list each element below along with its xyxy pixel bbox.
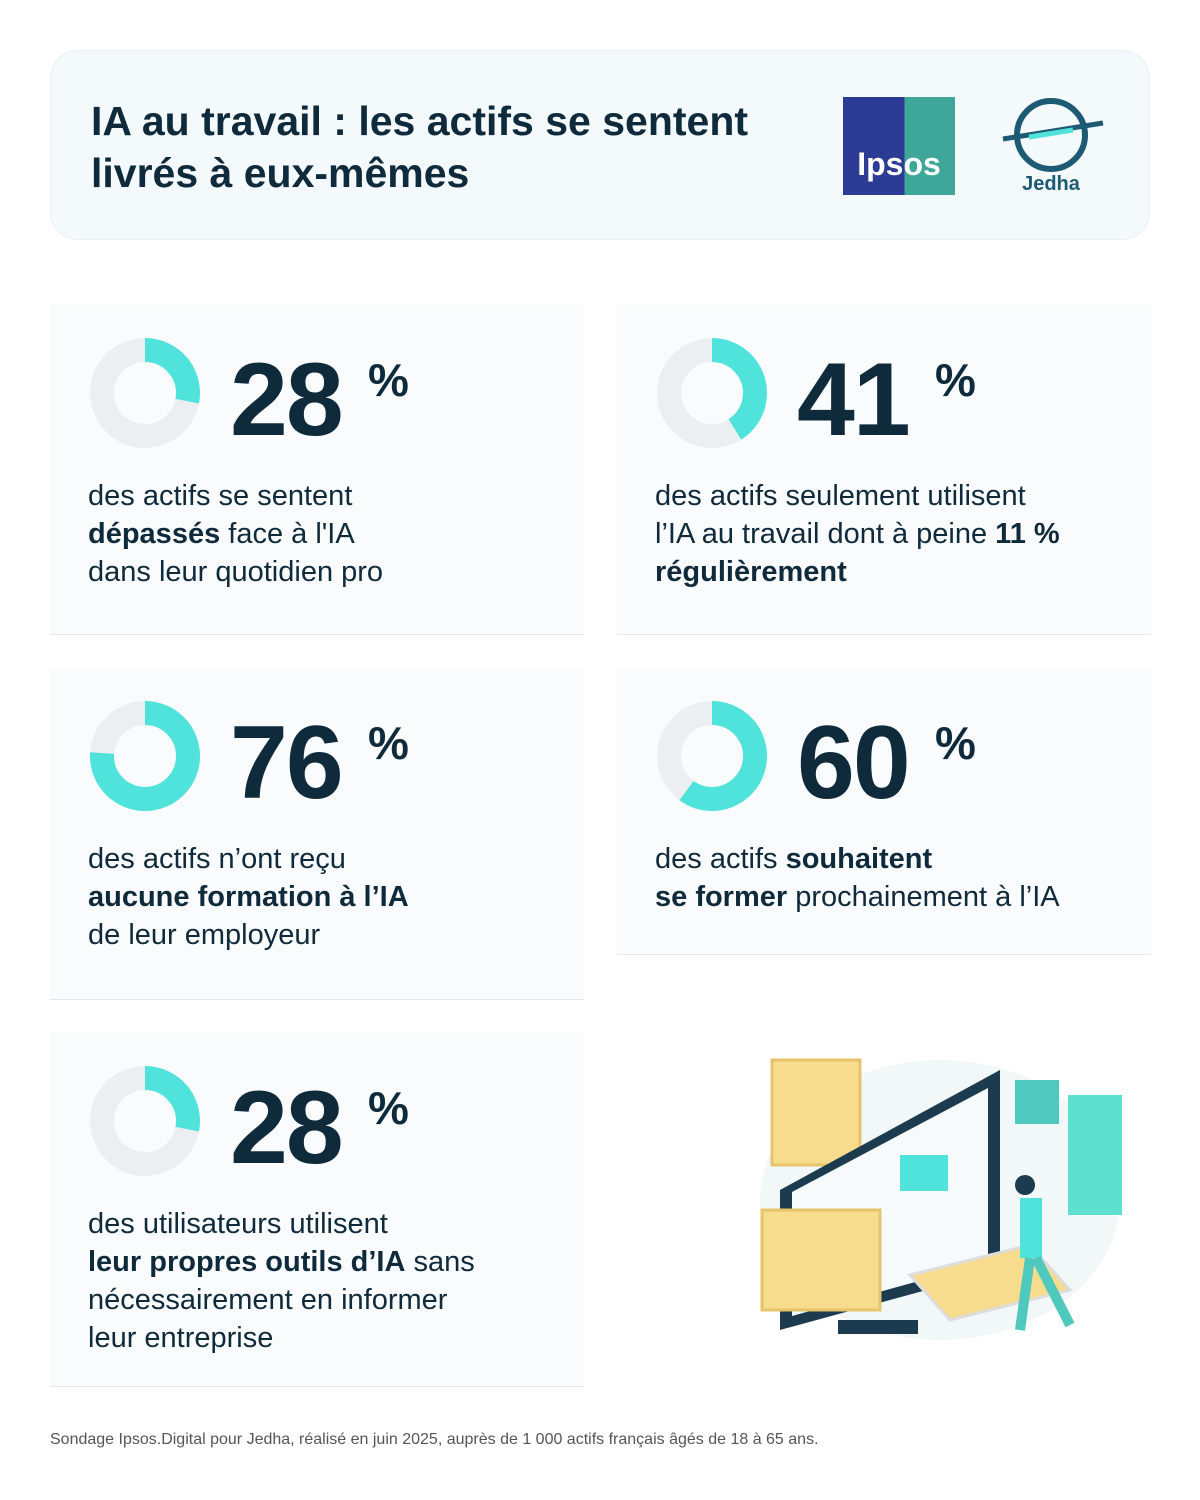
description-line: se former prochainement à l’IA [655,878,1060,916]
stat-value: 28 [230,342,344,458]
donut [90,701,200,811]
donut [90,1066,200,1176]
description-line: des actifs seulement utilisent [655,477,1060,515]
stat-value: 41 [797,342,911,458]
footnote: Sondage Ipsos.Digital pour Jedha, réalis… [50,1431,819,1448]
text: face à l'IA [220,518,355,550]
ipsos-logo: Ipsos [843,97,955,195]
text: leur entreprise [88,1322,274,1354]
text: nécessairement en informer [88,1284,448,1316]
stat-description: des utilisateurs utilisent leur propres o… [88,1205,475,1357]
text: sans [405,1246,475,1278]
donut-arc [90,338,200,448]
stat-description: des actifs souhaitent se former prochaine… [655,840,1060,916]
text: de leur employeur [88,919,321,951]
description-line: des utilisateurs utilisent [88,1205,475,1243]
description-line: régulièrement [655,553,1060,591]
description-line: des actifs souhaitent [655,840,1060,878]
bold-text: 11 % [995,518,1060,550]
jedha-logo: Jedha [1022,173,1080,195]
donut-arc [90,701,200,811]
text: des actifs [655,843,786,875]
stat-description: des actifs seulement utilisent l’IA au tr… [655,477,1060,591]
stat-value: 76 [230,705,344,821]
bold-text: dépassés [88,518,221,550]
description-line: des actifs n’ont reçu [88,840,409,878]
illustration [760,1058,1122,1340]
bold-text: aucune formation à l’IA [88,881,409,913]
donut-arc [90,1066,200,1176]
title: IA au travail : les actifs se sentent li… [91,98,749,196]
description-line: leur entreprise [88,1319,475,1357]
text: des actifs n’ont reçu [88,843,346,875]
donut-arc [657,338,767,448]
text: dans leur quotidien pro [88,556,384,588]
donut-arc [657,701,767,811]
stat-card: 28% des utilisateurs utilisent leur propre… [50,1033,584,1387]
description-line: l’IA au travail dont à peine 11 % [655,515,1060,553]
bold-text: régulièrement [655,556,847,588]
stat-card: 76% des actifs n’ont reçu aucune formation… [50,668,584,1000]
stat-value: 28 [230,1070,344,1186]
text: des utilisateurs utilisent [88,1208,388,1240]
text: prochainement à l’IA [787,881,1060,913]
jedha-icon [1002,98,1104,172]
description-line: dans leur quotidien pro [88,553,383,591]
donut [657,338,767,448]
description-line: de leur employeur [88,916,409,954]
donut [90,338,200,448]
description-line: aucune formation à l’IA [88,878,409,916]
description-line: des actifs se sentent [88,477,383,515]
header: IA au travail : les actifs se sentent li… [50,50,1150,240]
stat-unit: % [368,717,409,769]
stat-card: 60% des actifs souhaitent se former procha… [617,668,1151,955]
bold-text: leur propres outils d’IA [88,1246,406,1278]
description-line: nécessairement en informer [88,1281,475,1319]
bold-text: souhaitent [785,843,933,875]
stat-value: 60 [797,705,911,821]
text: des actifs se sentent [88,480,353,512]
stat-unit: % [368,354,409,406]
stat-description: des actifs se sentent dépassés face à l'I… [88,477,383,591]
text: des actifs seulement utilisent [655,480,1026,512]
stat-card: 28% des actifs se sentent dépassés face à … [50,305,584,635]
stat-unit: % [368,1082,409,1134]
donut [657,701,767,811]
stat-unit: % [935,717,976,769]
stat-unit: % [935,354,976,406]
stat-card: 41% des actifs seulement utilisent l’IA au… [617,305,1151,635]
text: l’IA au travail dont à peine [655,518,996,550]
stat-description: des actifs n’ont reçu aucune formation à … [88,840,409,954]
bold-text: se former [655,881,788,913]
description-line: leur propres outils d’IA sans [88,1243,475,1281]
description-line: dépassés face à l'IA [88,515,383,553]
